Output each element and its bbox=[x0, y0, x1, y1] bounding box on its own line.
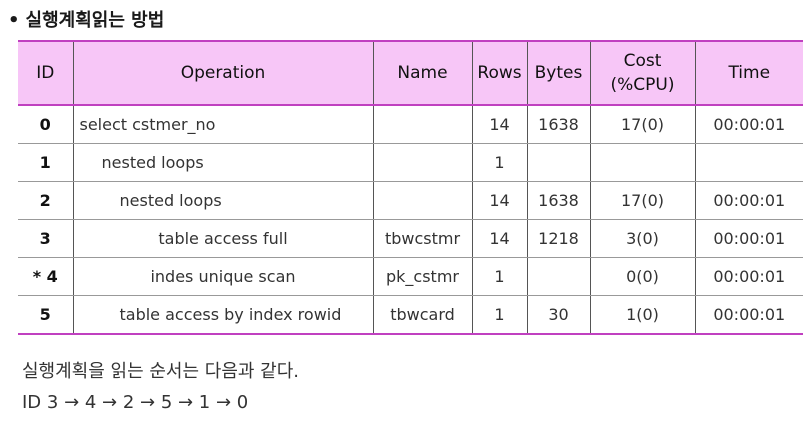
cell-operation: table access full bbox=[72, 219, 373, 258]
cell-bytes: 1638 bbox=[526, 105, 590, 144]
cell-operation: nested loops bbox=[72, 143, 373, 182]
bullet-icon: • bbox=[8, 10, 20, 31]
cell-cost: 3(0) bbox=[589, 219, 695, 258]
header-operation: Operation bbox=[72, 40, 373, 106]
table-row: 3 table access full tbwcstmr 14 1218 3(0) 00:0… bbox=[18, 219, 803, 258]
cell-rows: 1 bbox=[471, 257, 527, 296]
cell-time: 00:00:01 bbox=[694, 257, 803, 296]
execution-plan-table: ID Operation Name Rows Bytes Cost (%CPU)… bbox=[18, 40, 803, 335]
header-cost: Cost (%CPU) bbox=[589, 40, 695, 106]
cell-time: 00:00:01 bbox=[694, 295, 803, 335]
cell-bytes: 30 bbox=[526, 295, 590, 335]
header-rows: Rows bbox=[471, 40, 527, 106]
table-row: 0 select cstmer_no 14 1638 17(0) 00:00:01 bbox=[18, 105, 803, 144]
cell-name: tbwcstmr bbox=[372, 219, 472, 258]
cell-time: 00:00:01 bbox=[694, 105, 803, 144]
cell-bytes bbox=[526, 143, 590, 182]
cell-id: 3 bbox=[18, 219, 73, 258]
cell-cost: 17(0) bbox=[589, 181, 695, 220]
cell-id: 0 bbox=[18, 105, 73, 144]
table-row: 5 table access by index rowid tbwcard 1 30 1(… bbox=[18, 295, 803, 335]
cell-name bbox=[372, 143, 472, 182]
cell-name bbox=[372, 181, 472, 220]
cell-bytes bbox=[526, 257, 590, 296]
cell-rows: 1 bbox=[471, 143, 527, 182]
cell-operation: select cstmer_no bbox=[72, 105, 373, 144]
header-time: Time bbox=[694, 40, 803, 106]
cell-operation: indes unique scan bbox=[72, 257, 373, 296]
cell-rows: 14 bbox=[471, 219, 527, 258]
header-bytes: Bytes bbox=[526, 40, 590, 106]
cell-cost bbox=[589, 143, 695, 182]
cell-bytes: 1638 bbox=[526, 181, 590, 220]
cell-id: 1 bbox=[18, 143, 73, 182]
table-row: 1 nested loops 1 bbox=[18, 143, 803, 182]
header-id: ID bbox=[18, 40, 73, 106]
cell-id: * 4 bbox=[18, 257, 73, 296]
cell-name bbox=[372, 105, 472, 144]
section-title: • 실행계획읽는 방법 bbox=[8, 6, 164, 32]
table-row: * 4 indes unique scan pk_cstmr 1 0(0) 00:00:0… bbox=[18, 257, 803, 296]
table-header-row: ID Operation Name Rows Bytes Cost (%CPU)… bbox=[18, 40, 803, 106]
cell-rows: 1 bbox=[471, 295, 527, 335]
cell-cost: 17(0) bbox=[589, 105, 695, 144]
cell-time bbox=[694, 143, 803, 182]
note-id-sequence: ID 3 → 4 → 2 → 5 → 1 → 0 bbox=[22, 392, 249, 413]
cell-name: tbwcard bbox=[372, 295, 472, 335]
note-reading-order: 실행계획을 읽는 순서는 다음과 같다. bbox=[22, 361, 300, 382]
cell-rows: 14 bbox=[471, 105, 527, 144]
cell-cost: 1(0) bbox=[589, 295, 695, 335]
cell-operation: nested loops bbox=[72, 181, 373, 220]
cell-id: 2 bbox=[18, 181, 73, 220]
cell-bytes: 1218 bbox=[526, 219, 590, 258]
cell-time: 00:00:01 bbox=[694, 219, 803, 258]
cell-id: 5 bbox=[18, 295, 73, 335]
cell-cost: 0(0) bbox=[589, 257, 695, 296]
section-title-text: 실행계획읽는 방법 bbox=[25, 10, 165, 31]
cell-time: 00:00:01 bbox=[694, 181, 803, 220]
cell-rows: 14 bbox=[471, 181, 527, 220]
cell-name: pk_cstmr bbox=[372, 257, 472, 296]
header-name: Name bbox=[372, 40, 472, 106]
table-row: 2 nested loops 14 1638 17(0) 00:00:01 bbox=[18, 181, 803, 220]
cell-operation: table access by index rowid bbox=[72, 295, 373, 335]
